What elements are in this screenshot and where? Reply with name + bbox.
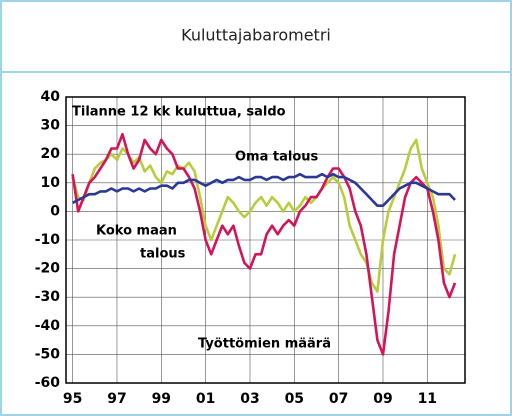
series-line (72, 172, 456, 207)
y-tick-label: 20 (41, 146, 61, 162)
annotation: Työttömien määrä (198, 337, 331, 352)
x-tick-label: 01 (196, 391, 215, 407)
y-tick-label: 30 (41, 118, 61, 134)
x-tick-label: 11 (418, 391, 437, 407)
annotation: talous (140, 247, 186, 262)
x-tick-label: 95 (63, 391, 82, 407)
annotation: Koko maan (96, 224, 177, 239)
y-tick-label: -40 (35, 318, 61, 334)
y-tick-label: -50 (35, 346, 61, 362)
plot-frame (65, 96, 466, 384)
y-tick-label: -20 (35, 261, 61, 277)
chart-title: Kuluttajabarometri (181, 26, 331, 45)
x-tick-label: 97 (107, 391, 126, 407)
x-tick-label: 09 (373, 391, 392, 407)
x-tick-label: 03 (240, 391, 259, 407)
x-tick-label: 99 (152, 391, 171, 407)
y-tick-label: 40 (41, 89, 61, 105)
y-tick-label: -60 (35, 375, 61, 391)
y-tick-label: -30 (35, 289, 61, 305)
series-line (71, 132, 457, 356)
series-line (71, 138, 457, 293)
annotation: Oma talous (235, 150, 319, 165)
x-tick-label: 05 (285, 391, 304, 407)
y-tick-label: -10 (35, 232, 61, 248)
y-tick-label: 0 (50, 203, 60, 219)
y-tick-label: 10 (41, 175, 61, 191)
x-tick-label: 07 (329, 391, 348, 407)
annotation: Tilanne 12 kk kuluttua, saldo (72, 105, 286, 120)
